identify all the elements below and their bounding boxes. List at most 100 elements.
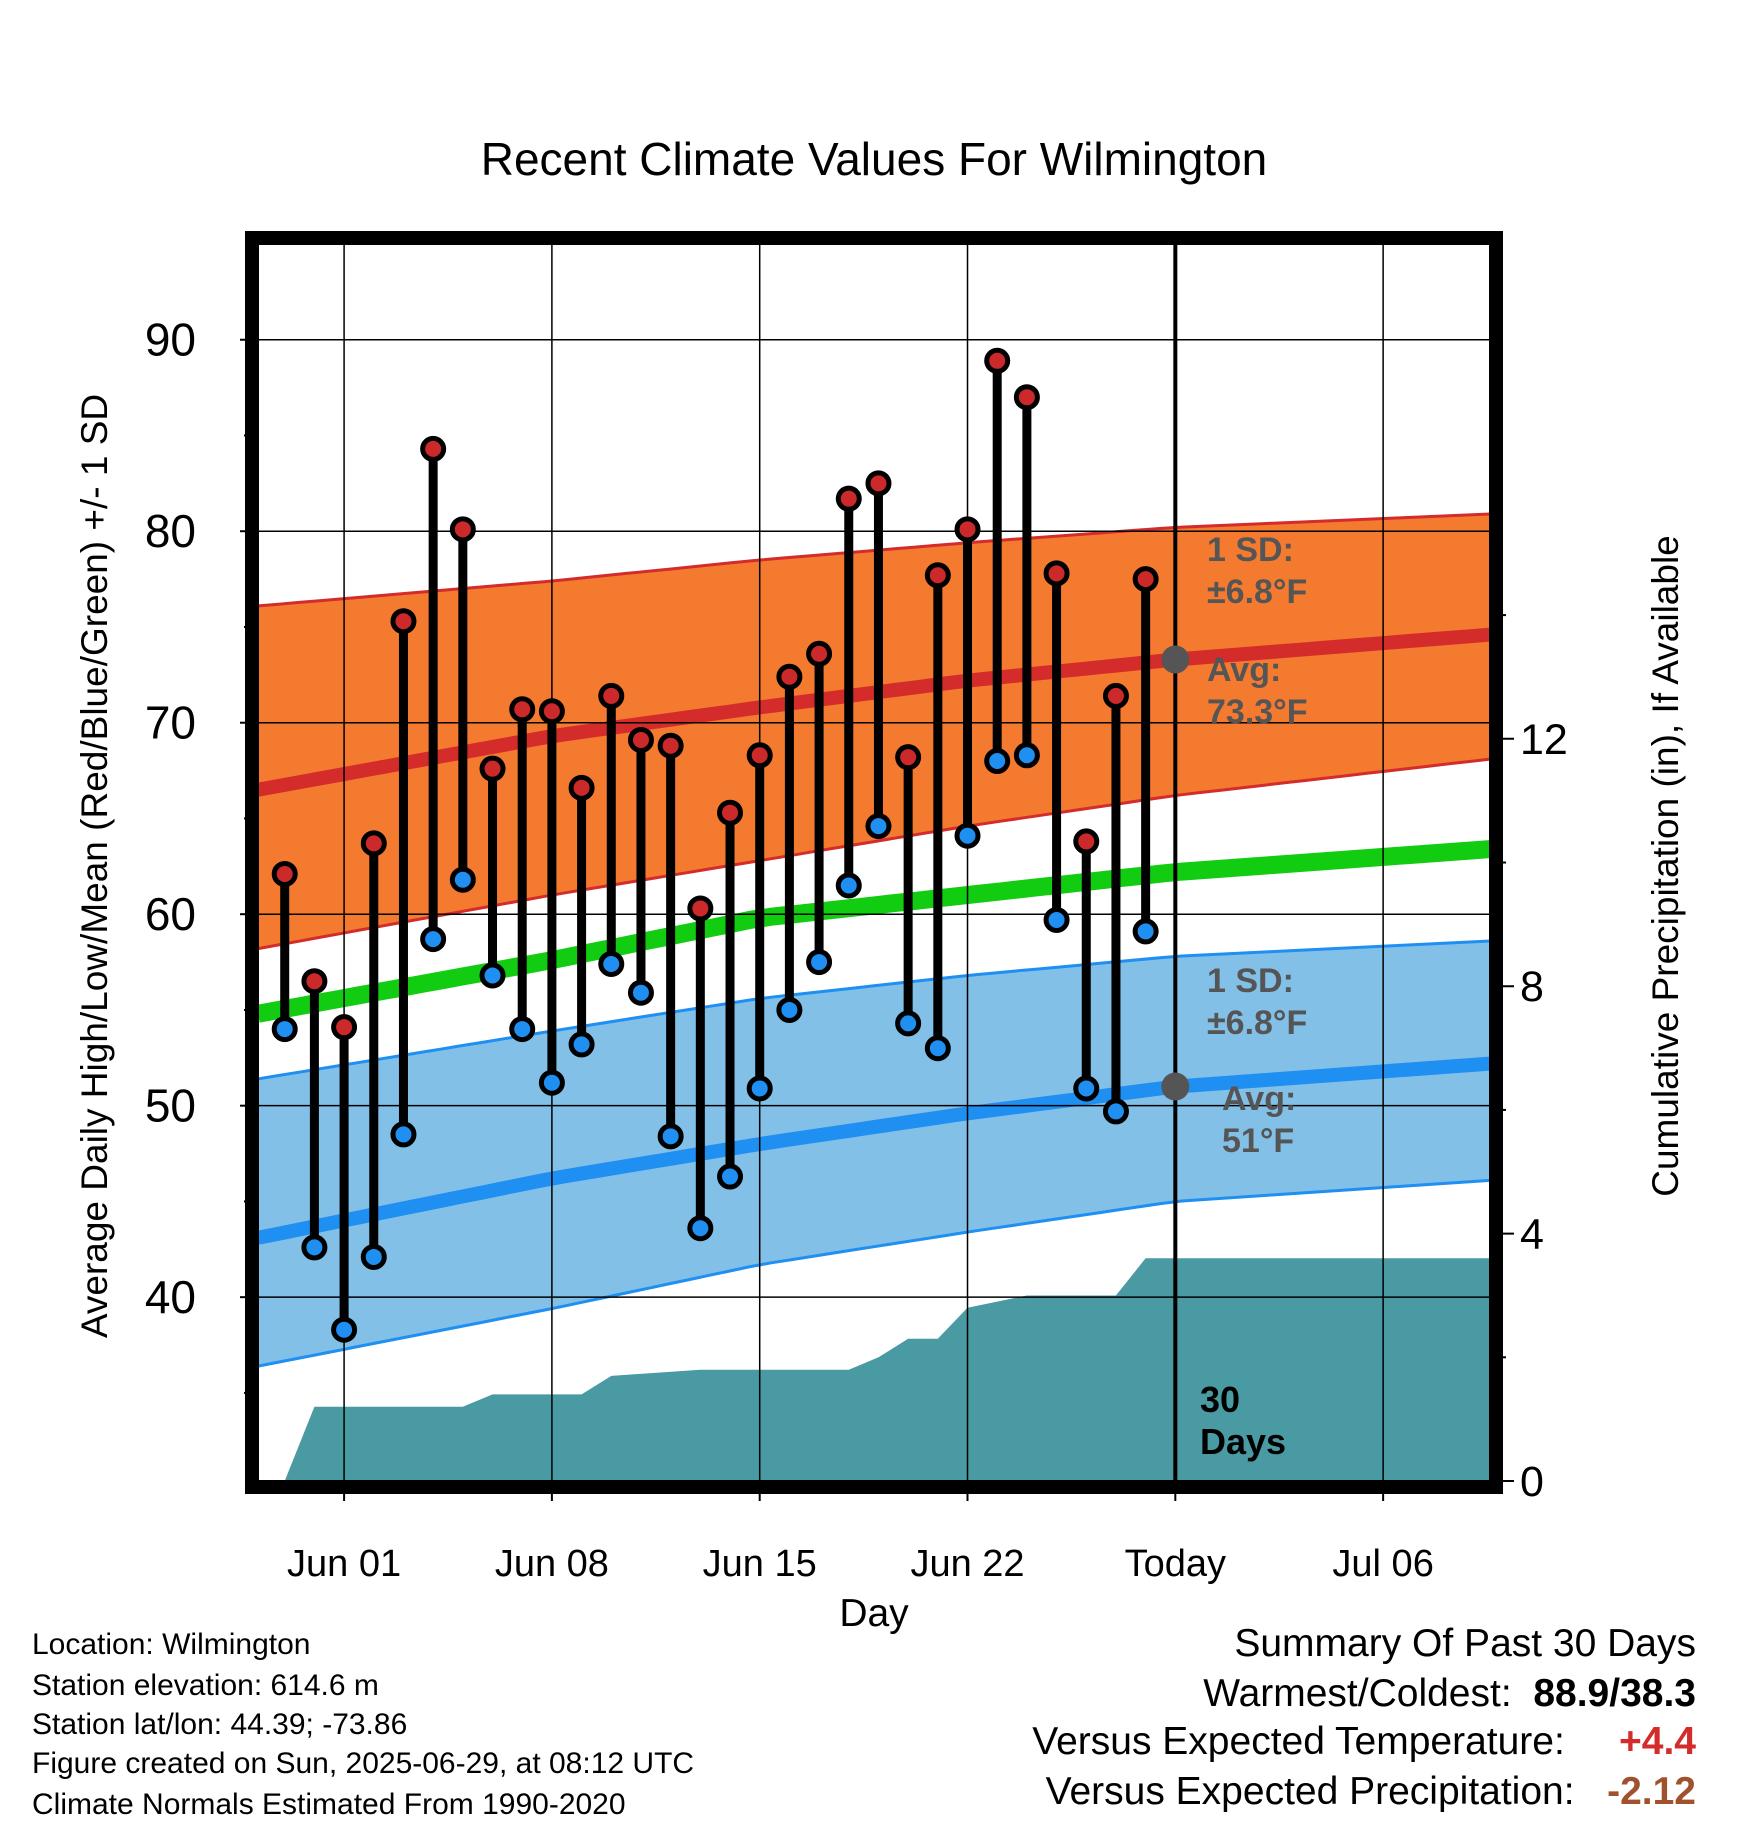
daily-high-point (1102, 682, 1129, 709)
daily-low-point (954, 822, 981, 849)
daily-high-point (360, 830, 387, 857)
y2-tick-label: 8 (1520, 963, 1544, 1011)
y-tick-label: 80 (145, 505, 196, 557)
summary-precip: Versus Expected Precipitation: -2.12 (1046, 1772, 1696, 1812)
x-tick-label: Jun 08 (495, 1543, 609, 1585)
period-annotation: 30 Days (1200, 1379, 1286, 1462)
x-axis-label: Day (839, 1592, 909, 1635)
period-annotation-line: 30 (1200, 1379, 1240, 1420)
y-axis-label: Average Daily High/Low/Mean (Red/Blue/Gr… (74, 394, 115, 1338)
daily-low-point (538, 1069, 565, 1096)
daily-low-point (835, 872, 862, 899)
period-annotation-line: Days (1200, 1421, 1286, 1462)
daily-high-point (568, 774, 595, 801)
today-low-avg-marker (1161, 1072, 1190, 1101)
x-tick-label: Jun 22 (910, 1543, 1024, 1585)
today-high-avg-marker (1161, 645, 1190, 674)
x-tick-label: Today (1125, 1543, 1226, 1585)
y-tick-label: 50 (145, 1080, 196, 1132)
daily-low-point (360, 1243, 387, 1270)
y2-axis-label: Cumulative Precipitation (in), If Availa… (1645, 535, 1686, 1197)
daily-high-point (1073, 828, 1100, 855)
low-sd-annotation: 1 SD: ±6.8°F (1207, 962, 1307, 1042)
daily-low-point (895, 1010, 922, 1037)
low-avg-annotation-line: Avg: (1222, 1080, 1296, 1118)
high-sd-annotation-line: ±6.8°F (1207, 573, 1307, 611)
high-sd-lower-line (258, 757, 1490, 951)
daily-high-point (776, 663, 803, 690)
daily-low-point (420, 926, 447, 953)
y2-tick-label: 4 (1520, 1211, 1544, 1259)
daily-low-point (687, 1215, 714, 1242)
daily-high-point (598, 682, 625, 709)
y-tick-label: 90 (145, 314, 196, 366)
daily-high-point (420, 435, 447, 462)
warm-cold-label: Warmest/Coldest: (1203, 1672, 1512, 1715)
daily-high-point (954, 516, 981, 543)
high-sd-annotation: 1 SD: ±6.8°F (1207, 531, 1307, 611)
y2-tick-label: 12 (1520, 716, 1568, 764)
info-latlon: Station lat/lon: 44.39; -73.86 (32, 1708, 408, 1741)
daily-low-point (479, 962, 506, 989)
daily-low-point (598, 950, 625, 977)
daily-low-point (776, 996, 803, 1023)
temp-label: Versus Expected Temperature: (1032, 1720, 1565, 1763)
daily-high-point (271, 860, 298, 887)
high-sd-annotation-line: 1 SD: (1207, 531, 1294, 569)
temp-value: +4.4 (1619, 1720, 1696, 1763)
y-tick-label: 40 (145, 1271, 196, 1323)
daily-high-point (627, 726, 654, 753)
low-sd-upper-line (258, 939, 1490, 1081)
mean-avg-line (258, 840, 1490, 1023)
summary-warm-cold: Warmest/Coldest: 88.9/38.3 (1203, 1674, 1696, 1714)
daily-high-point (895, 744, 922, 771)
daily-low-point (1013, 742, 1040, 769)
daily-low-point (984, 748, 1011, 775)
daily-low-point (331, 1316, 358, 1343)
daily-low-point (1132, 918, 1159, 945)
summary-title: Summary Of Past 30 Days (1234, 1624, 1696, 1664)
daily-low-point (1043, 906, 1070, 933)
daily-high-point (1132, 566, 1159, 593)
daily-low-point (865, 813, 892, 840)
daily-high-point (717, 799, 744, 826)
daily-high-point (390, 608, 417, 635)
high-avg-annotation-line: 73.3°F (1207, 693, 1308, 731)
daily-low-point (301, 1234, 328, 1261)
daily-high-point (1043, 560, 1070, 587)
x-tick-label: Jul 06 (1332, 1543, 1433, 1585)
daily-low-point (924, 1035, 951, 1062)
daily-high-point (509, 696, 536, 723)
plot-area: 1 SD: ±6.8°F Avg: 73.3°F 1 SD: ±6.8°F Avg: 51°F… (145, 231, 1568, 1585)
daily-low-point (746, 1075, 773, 1102)
low-sd-annotation-line: ±6.8°F (1207, 1004, 1307, 1042)
daily-high-point (301, 968, 328, 995)
daily-high-point (746, 742, 773, 769)
daily-high-point (331, 1014, 358, 1041)
summary-temp: Versus Expected Temperature: +4.4 (1032, 1722, 1696, 1762)
daily-low-point (627, 979, 654, 1006)
low-sd-band (258, 941, 1490, 1367)
precip-area (284, 1258, 1490, 1481)
low-avg-annotation-line: 51°F (1222, 1122, 1294, 1160)
daily-high-point (479, 755, 506, 782)
daily-high-point (657, 732, 684, 759)
high-avg-annotation: Avg: 73.3°F (1207, 651, 1308, 731)
summary-title-text: Summary Of Past 30 Days (1234, 1622, 1696, 1665)
y2-tick-label: 0 (1520, 1458, 1544, 1506)
daily-high-point (924, 562, 951, 589)
daily-low-point (509, 1016, 536, 1043)
x-tick-label: Jun 01 (287, 1543, 401, 1585)
info-location: Location: Wilmington (32, 1628, 311, 1661)
low-sd-annotation-line: 1 SD: (1207, 962, 1294, 1000)
daily-low-point (390, 1121, 417, 1148)
daily-high-point (538, 698, 565, 725)
chart-title: Recent Climate Values For Wilmington (481, 133, 1268, 185)
daily-high-point (835, 485, 862, 512)
plot-content (258, 244, 1490, 1481)
daily-low-point (1102, 1098, 1129, 1125)
daily-high-point (1013, 384, 1040, 411)
info-created: Figure created on Sun, 2025-06-29, at 08… (32, 1747, 695, 1780)
daily-low-point (568, 1031, 595, 1058)
